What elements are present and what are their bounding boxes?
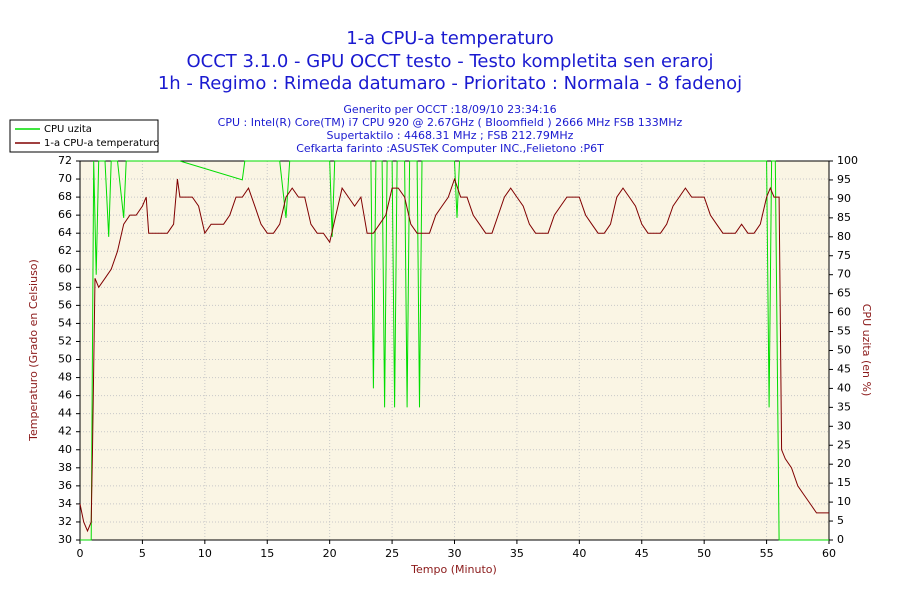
- x-tick-label: 55: [760, 547, 774, 560]
- x-tick-label: 45: [635, 547, 649, 560]
- y2-tick-label: 10: [837, 495, 851, 508]
- subtitle-line: Supertaktilo : 4468.31 MHz ; FSB 212.79M…: [327, 129, 574, 142]
- x-tick-label: 25: [385, 547, 399, 560]
- y2-tick-label: 75: [837, 249, 851, 262]
- x-tick-label: 5: [139, 547, 146, 560]
- y-tick-label: 32: [58, 515, 72, 528]
- title-line: OCCT 3.1.0 - GPU OCCT testo - Testo komp…: [187, 51, 714, 72]
- x-tick-label: 0: [77, 547, 84, 560]
- legend-label: 1-a CPU-a temperaturo: [44, 138, 159, 149]
- x-tick-label: 60: [822, 547, 836, 560]
- y2-axis-label: CPU uzita (en %): [860, 304, 873, 397]
- y-tick-label: 60: [58, 262, 72, 275]
- y-tick-label: 56: [58, 298, 72, 311]
- y-tick-label: 42: [58, 425, 72, 438]
- y2-tick-label: 85: [837, 211, 851, 224]
- y-tick-label: 34: [58, 497, 72, 510]
- y2-tick-label: 95: [837, 173, 851, 186]
- x-tick-label: 15: [260, 547, 274, 560]
- x-tick-label: 20: [323, 547, 337, 560]
- y2-tick-label: 40: [837, 381, 851, 394]
- x-tick-label: 10: [198, 547, 212, 560]
- x-tick-label: 35: [510, 547, 524, 560]
- title-line: 1-a CPU-a temperaturo: [346, 28, 554, 49]
- x-tick-label: 50: [697, 547, 711, 560]
- y-axis-label: Temperaturo (Grado en Celsiuso): [27, 259, 40, 442]
- series-line: [80, 160, 829, 541]
- x-tick-label: 30: [448, 547, 462, 560]
- subtitle-line: CPU : Intel(R) Core(TM) i7 CPU 920 @ 2.6…: [218, 116, 683, 129]
- y2-tick-label: 100: [837, 154, 858, 167]
- y-tick-label: 66: [58, 208, 72, 221]
- y-tick-label: 70: [58, 172, 72, 185]
- y2-tick-label: 5: [837, 514, 844, 527]
- y-tick-label: 30: [58, 533, 72, 546]
- y2-tick-label: 90: [837, 192, 851, 205]
- y2-tick-label: 20: [837, 457, 851, 470]
- y-tick-label: 58: [58, 280, 72, 293]
- y-tick-label: 52: [58, 334, 72, 347]
- y-tick-label: 50: [58, 353, 72, 366]
- series-line: [79, 177, 829, 533]
- legend-box: [9, 119, 159, 153]
- y-tick-label: 68: [58, 190, 72, 203]
- y-tick-label: 72: [58, 154, 72, 167]
- x-axis-label: Tempo (Minuto): [410, 563, 497, 576]
- y2-tick-label: 30: [837, 419, 851, 432]
- y-tick-label: 38: [58, 461, 72, 474]
- y-tick-label: 62: [58, 244, 72, 257]
- y2-tick-label: 55: [837, 325, 851, 338]
- y2-tick-label: 15: [837, 476, 851, 489]
- y2-tick-label: 25: [837, 438, 851, 451]
- y2-tick-label: 0: [837, 533, 844, 546]
- legend-label: CPU uzita: [44, 124, 92, 135]
- x-tick-label: 40: [572, 547, 586, 560]
- subtitle-line: Cefkarta farinto :ASUSTeK Computer INC.,…: [296, 142, 604, 155]
- y2-tick-label: 70: [837, 268, 851, 281]
- y2-tick-label: 35: [837, 400, 851, 413]
- y-tick-label: 46: [58, 389, 72, 402]
- y2-tick-label: 65: [837, 287, 851, 300]
- subtitle-line: Generito per OCCT :18/09/10 23:34:16: [343, 103, 556, 116]
- y-tick-label: 44: [58, 407, 72, 420]
- y2-tick-label: 45: [837, 362, 851, 375]
- y-tick-label: 64: [58, 226, 72, 239]
- y2-tick-label: 80: [837, 230, 851, 243]
- y2-tick-label: 60: [837, 306, 851, 319]
- y-tick-label: 48: [58, 371, 72, 384]
- y-tick-label: 36: [58, 479, 72, 492]
- y2-tick-label: 50: [837, 344, 851, 357]
- y-tick-label: 40: [58, 443, 72, 456]
- y-tick-label: 54: [58, 316, 72, 329]
- title-line: 1h - Regimo : Rimeda datumaro - Priorita…: [158, 73, 742, 94]
